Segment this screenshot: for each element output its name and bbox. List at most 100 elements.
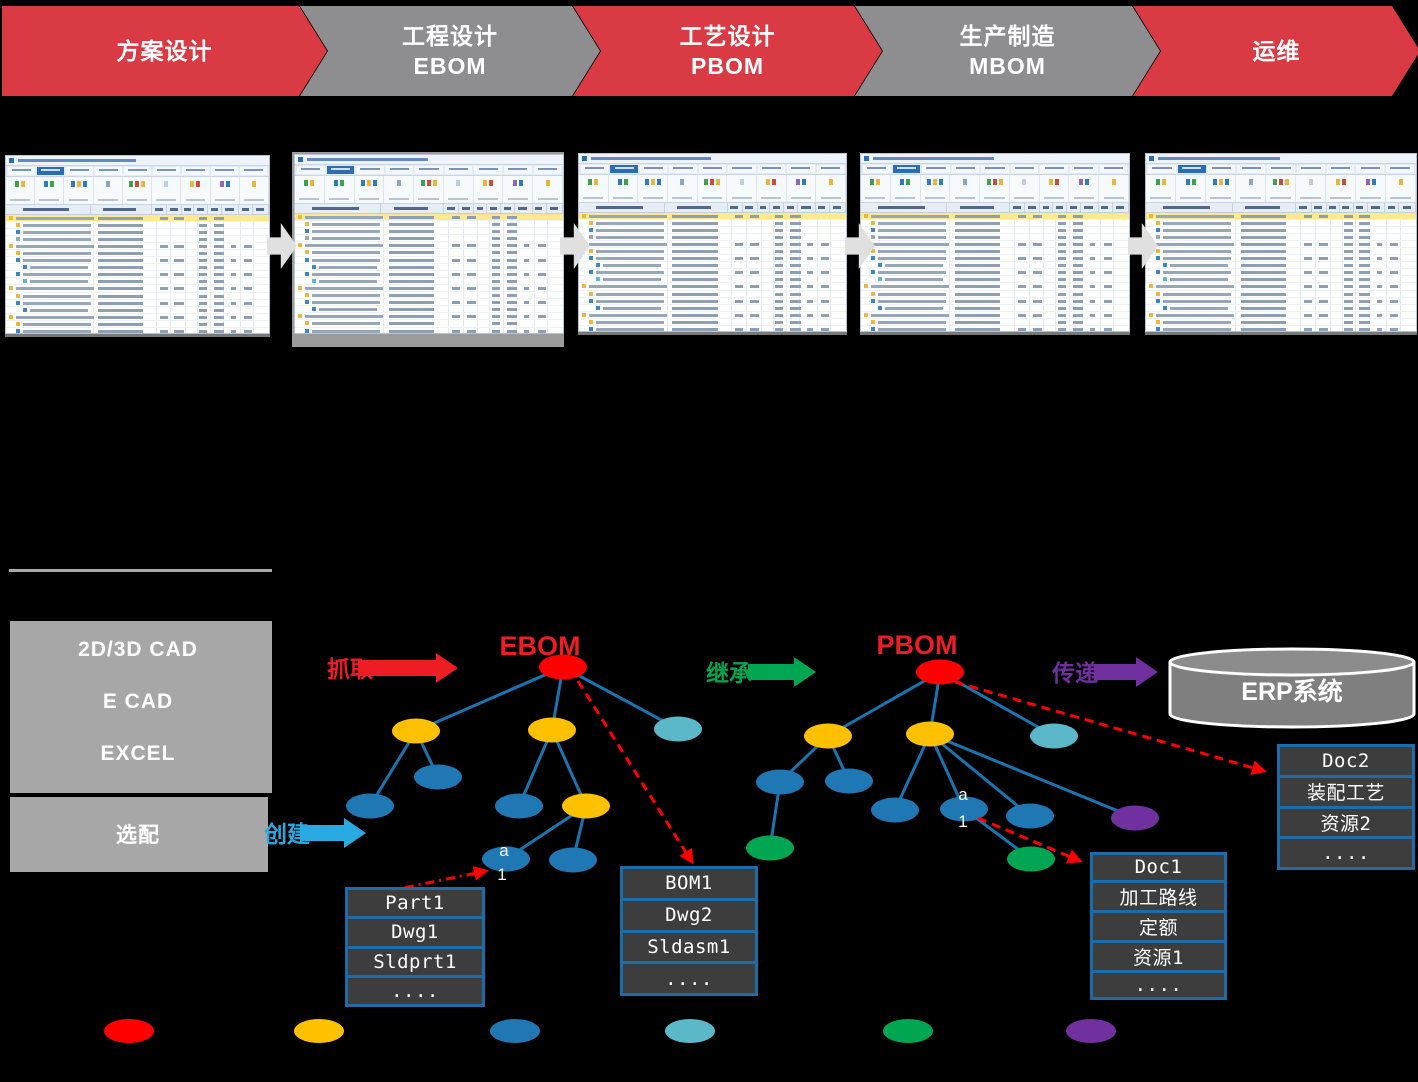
flow-arrow-label: 抓取 <box>327 656 373 682</box>
ribbon-toolbar <box>6 177 269 205</box>
column-gridline <box>546 214 548 333</box>
table-row <box>295 278 563 285</box>
ebom-node-red <box>539 654 587 680</box>
ribbon-group <box>727 175 758 202</box>
pbom-node-blue <box>756 769 804 795</box>
column-gridline <box>92 215 94 333</box>
tree-edge <box>963 807 1032 861</box>
pbom-title: PBOM <box>877 630 958 660</box>
doc1-row: 加工路线 <box>1093 882 1224 910</box>
column-gridline <box>184 215 186 333</box>
pbom-node-blue <box>825 768 873 794</box>
toolbar-icon <box>1272 179 1277 185</box>
tree-node-icon <box>16 293 20 298</box>
table-row <box>1146 298 1416 305</box>
tree-node-icon <box>582 214 586 218</box>
table-header-cell <box>533 204 547 213</box>
tree-node-icon <box>9 314 13 319</box>
table-row <box>6 243 269 251</box>
ribbon-group <box>1069 175 1100 202</box>
table-row <box>861 234 1129 242</box>
legend-ellipse <box>883 1019 933 1043</box>
table-row <box>295 306 563 314</box>
tree-node-icon <box>878 263 882 268</box>
tree-node-icon <box>1163 277 1167 282</box>
tree-node-icon <box>298 243 302 248</box>
column-gridline <box>1043 213 1045 331</box>
table-row <box>861 276 1129 284</box>
doc1-row: 定额 <box>1093 912 1224 940</box>
process-step-sublabel: PBOM <box>691 53 764 79</box>
ribbon-group <box>1040 175 1070 202</box>
tree-edge <box>550 729 588 807</box>
tree-edge <box>827 670 941 738</box>
toolbar-icon <box>1191 179 1196 185</box>
toolbar-icon <box>196 181 201 187</box>
ribbon-group <box>698 175 728 202</box>
table-row <box>6 285 269 293</box>
window-titlebar <box>1146 154 1416 164</box>
tree-node-icon <box>298 215 302 219</box>
column-gridline <box>760 213 762 331</box>
table-header-cell <box>1233 203 1297 212</box>
ebom-node-teal <box>654 716 702 742</box>
option-group <box>10 797 268 872</box>
ribbon-group <box>1010 175 1040 202</box>
table-row <box>579 248 846 256</box>
toolbar-icon <box>1111 179 1116 185</box>
ribbon-tab <box>1207 165 1236 173</box>
toolbar-icon <box>360 180 365 186</box>
table-row <box>579 220 846 228</box>
ribbon-group <box>980 175 1010 202</box>
table-row <box>6 271 269 279</box>
ribbon-group <box>94 177 123 204</box>
ribbon-group <box>64 177 94 204</box>
table-row <box>861 291 1129 298</box>
toolbar-icon <box>650 179 655 185</box>
toolbar-icon <box>1084 179 1089 185</box>
table-header-cell <box>1340 203 1354 212</box>
ribbon-tab <box>728 165 756 173</box>
table-row <box>295 299 563 307</box>
column-gridline <box>745 213 747 331</box>
toolbar-icon <box>50 181 55 187</box>
tree-node-icon <box>1156 319 1160 324</box>
ribbon-toolbar <box>295 176 563 204</box>
ribbon-tab <box>816 165 844 173</box>
ribbon-group <box>533 176 563 203</box>
tree-node-icon <box>1149 214 1153 218</box>
toolbar-icon <box>1335 179 1340 185</box>
ribbon-tab <box>1177 165 1206 173</box>
tree-node-icon <box>1156 235 1160 240</box>
toolbar-icon <box>70 181 75 187</box>
toolbar-icon <box>1224 179 1229 185</box>
table-row <box>295 249 563 257</box>
table-row <box>579 291 846 298</box>
table-row <box>295 257 563 264</box>
ribbon-group <box>240 177 269 204</box>
table-header-cell <box>91 205 153 214</box>
tree-node-icon <box>9 286 13 291</box>
cad-box-2d3d-label: 2D/3D CAD <box>78 637 198 661</box>
ribbon-tab <box>787 165 815 173</box>
toolbar-icon <box>870 179 875 185</box>
cad-box-excel: EXCEL <box>20 731 256 777</box>
table-row <box>861 248 1129 256</box>
table-row <box>295 320 563 328</box>
ribbon-group <box>1099 175 1129 202</box>
toolbar-icon <box>992 179 997 185</box>
tree-node-icon <box>589 270 593 275</box>
reference-dashed-arrow <box>576 680 694 865</box>
table-header-cell <box>547 204 563 213</box>
toolbar-icon <box>932 179 937 185</box>
table-header-cell <box>487 204 501 213</box>
table-row <box>6 250 269 258</box>
app-icon <box>1149 156 1154 161</box>
option-box-label: 选配 <box>116 824 160 847</box>
tree-node-icon <box>298 314 302 319</box>
ribbon-tab-strip <box>6 166 269 177</box>
tree-node-icon <box>23 279 27 284</box>
ribbon-group <box>861 175 891 202</box>
table-header-cell <box>1067 203 1081 212</box>
tree-node-icon <box>9 216 13 220</box>
